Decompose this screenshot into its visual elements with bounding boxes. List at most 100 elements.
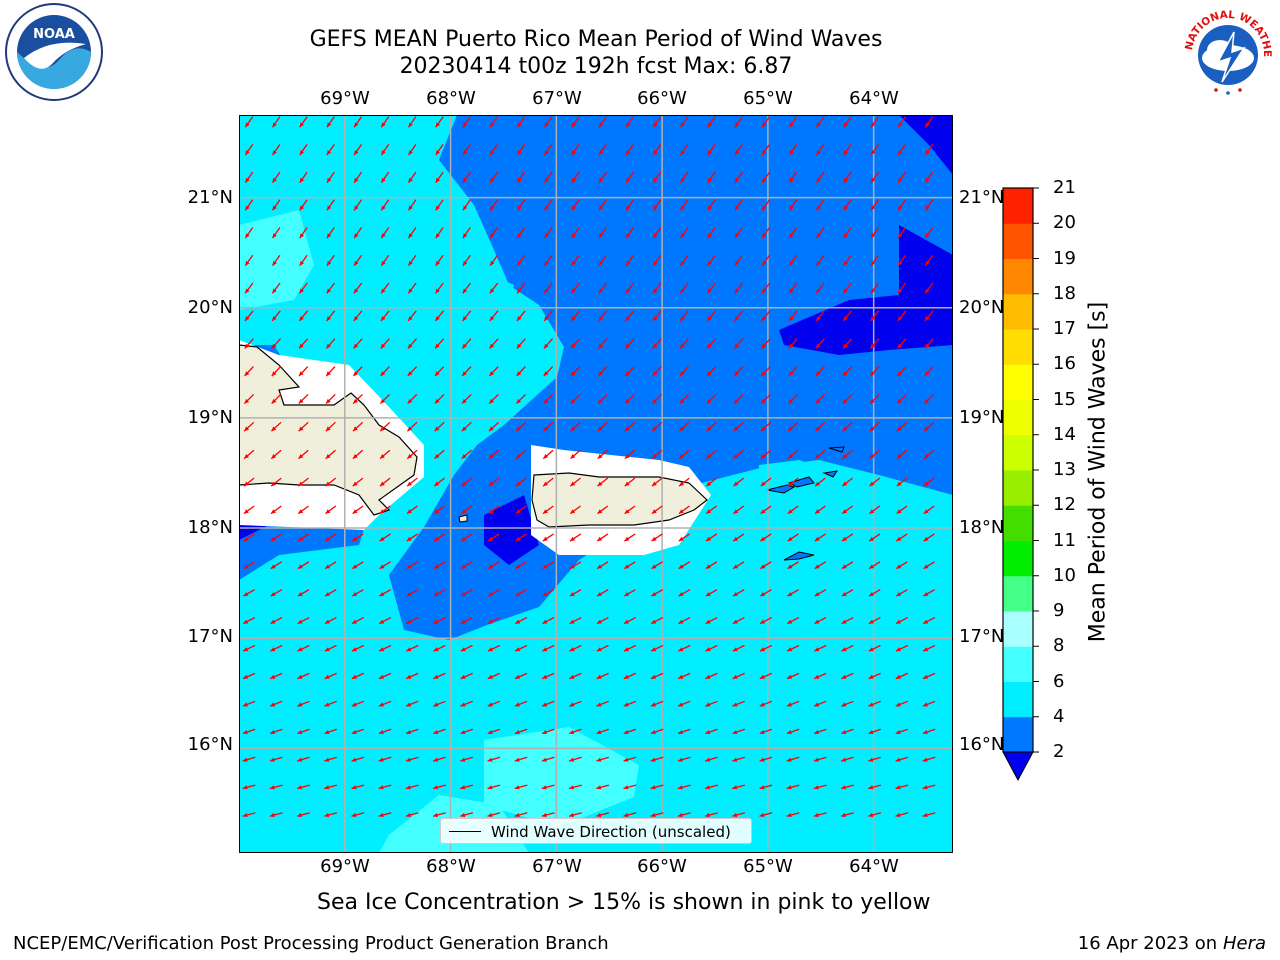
wave-direction-arrow: [351, 644, 364, 652]
wave-direction-arrow: [326, 282, 336, 294]
wave-direction-arrow: [869, 393, 880, 405]
wave-direction-arrow: [625, 199, 635, 211]
wave-direction-arrow: [516, 366, 526, 377]
colorbar-tick-label: 17: [1053, 318, 1076, 339]
lat-tick-right: 21°N: [959, 187, 1005, 208]
wave-direction-arrow: [353, 310, 363, 322]
wave-direction-arrow: [433, 700, 446, 707]
wave-direction-arrow: [435, 199, 444, 211]
wave-direction-arrow: [677, 700, 691, 707]
wave-direction-arrow: [489, 171, 499, 184]
wave-direction-arrow: [326, 171, 335, 184]
wave-direction-arrow: [516, 310, 526, 322]
wave-direction-arrow: [242, 700, 256, 707]
wave-direction-arrow: [869, 310, 880, 322]
contour-6-8s-south: [484, 727, 639, 827]
wave-direction-arrow: [813, 812, 827, 818]
wave-direction-arrow: [922, 812, 936, 818]
wave-direction-arrow: [461, 477, 473, 487]
colorbar-tick-label: 6: [1053, 670, 1065, 692]
wave-direction-arrow: [352, 533, 364, 542]
wave-direction-arrow: [678, 421, 690, 432]
wave-direction-arrow: [623, 756, 637, 762]
wave-direction-arrow: [924, 338, 934, 349]
wave-direction-arrow: [759, 756, 773, 762]
wave-direction-arrow: [841, 672, 854, 680]
wave-direction-arrow: [434, 449, 445, 460]
wave-direction-arrow: [571, 144, 580, 156]
wave-direction-arrow: [380, 227, 390, 239]
lon-tick-top: 66°W: [637, 88, 687, 109]
wave-direction-arrow: [598, 227, 607, 239]
wave-direction-arrow: [461, 338, 472, 349]
wave-direction-arrow: [841, 728, 854, 735]
wave-direction-arrow: [815, 366, 826, 377]
wave-direction-arrow: [761, 199, 771, 211]
wave-direction-arrow: [244, 366, 254, 377]
wave-direction-arrow: [378, 812, 392, 818]
wave-direction-arrow: [732, 756, 745, 762]
wave-direction-arrow: [405, 672, 419, 680]
wave-direction-arrow: [297, 533, 310, 542]
wave-direction-arrow: [242, 644, 256, 652]
wave-direction-arrow: [378, 728, 392, 735]
wave-direction-arrow: [623, 589, 636, 597]
wave-direction-arrow: [435, 254, 444, 267]
wave-direction-arrow: [271, 254, 281, 267]
wave-direction-arrow: [870, 227, 879, 239]
wave-direction-arrow: [460, 728, 473, 735]
wave-direction-arrow: [378, 672, 392, 680]
wave-direction-arrow: [897, 171, 907, 184]
wave-direction-arrow: [705, 728, 718, 735]
wave-direction-arrow: [678, 533, 690, 542]
wave-direction-arrow: [353, 227, 363, 239]
wave-direction-arrow: [843, 254, 852, 267]
wave-direction-arrow: [270, 533, 282, 542]
wave-direction-arrow: [650, 644, 664, 652]
wave-direction-arrow: [895, 644, 908, 652]
wave-direction-arrow: [815, 199, 825, 211]
wave-direction-arrow: [868, 589, 881, 597]
wave-direction-arrow: [760, 477, 772, 487]
wave-direction-arrow: [406, 644, 419, 652]
wave-direction-arrow: [895, 617, 908, 625]
wave-direction-arrow: [598, 144, 607, 156]
wave-direction-arrow: [868, 700, 881, 707]
puerto-rico-land: [531, 472, 708, 528]
contour-4-6s-shelf: [759, 460, 953, 853]
wave-direction-arrow: [434, 338, 445, 349]
wave-direction-arrow: [352, 449, 364, 460]
wave-direction-arrow: [299, 199, 308, 211]
contour-4-6s-bay: [409, 265, 514, 340]
wave-direction-arrow: [487, 672, 501, 680]
wave-direction-arrow: [652, 282, 662, 294]
wave-direction-arrow: [596, 533, 609, 542]
wave-direction-arrow: [651, 533, 663, 542]
wave-direction-arrow: [624, 449, 636, 460]
wave-direction-arrow: [379, 393, 391, 405]
wave-direction-arrow: [870, 116, 879, 128]
wave-direction-arrow: [705, 533, 718, 542]
wave-direction-arrow: [570, 449, 581, 460]
wave-direction-arrow: [271, 171, 281, 184]
wave-direction-arrow: [406, 505, 418, 515]
wave-direction-arrow: [297, 477, 309, 487]
wave-direction-arrow: [786, 672, 800, 680]
wave-direction-arrow: [761, 227, 771, 239]
wave-direction-arrow: [759, 644, 772, 652]
wave-direction-arrow: [353, 144, 363, 156]
wave-direction-arrow: [380, 366, 390, 377]
wave-direction-arrow: [734, 227, 743, 239]
wave-direction-arrow: [814, 421, 826, 432]
wave-direction-arrow: [814, 449, 826, 460]
wave-direction-arrow: [489, 116, 499, 128]
wave-direction-arrow: [787, 589, 799, 597]
colorbar-under-triangle: [1002, 751, 1034, 782]
wave-direction-arrow: [299, 171, 308, 184]
wave-direction-arrow: [570, 366, 581, 377]
wave-direction-arrow: [813, 728, 827, 735]
wave-direction-arrow: [761, 144, 771, 156]
wave-direction-arrow: [842, 338, 853, 349]
wave-direction-arrow: [760, 505, 772, 515]
wave-direction-arrow: [462, 116, 471, 128]
